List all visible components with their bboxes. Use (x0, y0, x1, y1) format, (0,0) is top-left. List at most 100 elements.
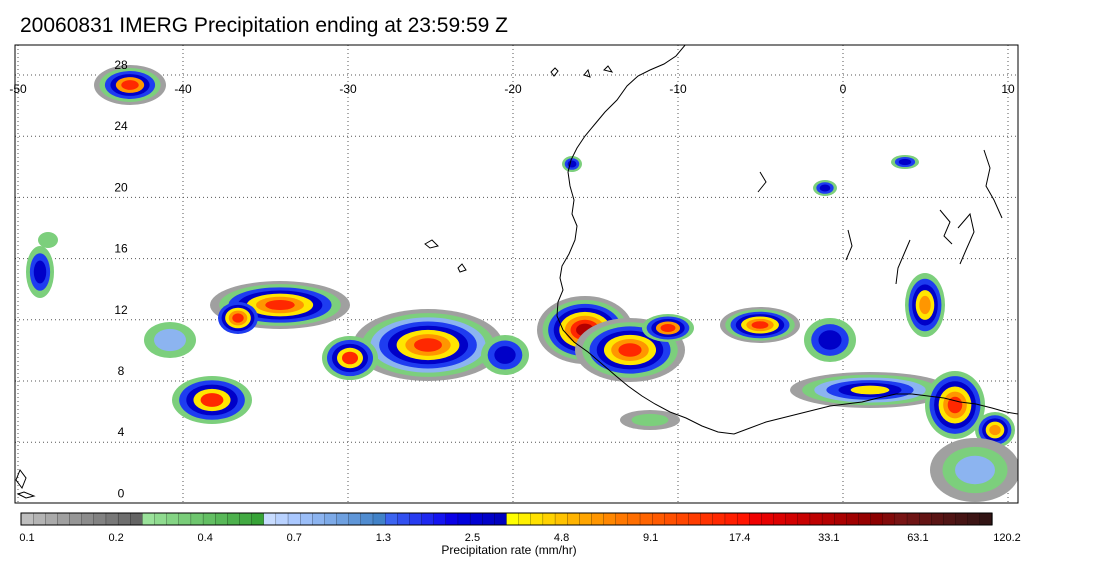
colorbar-swatch (239, 512, 253, 526)
lat-tick-label: 24 (114, 119, 128, 133)
colorbar-swatch (846, 512, 860, 526)
lat-tick-label: 28 (114, 58, 128, 72)
lon-tick-label: -50 (9, 82, 27, 96)
colorbar-swatch (712, 512, 726, 526)
precip-cell (955, 455, 995, 485)
colorbar-swatch (385, 512, 398, 526)
lat-tick-label: 20 (114, 180, 128, 194)
colorbar-swatch (336, 512, 350, 526)
colorbar-swatch (69, 512, 83, 526)
colorbar-swatch (154, 512, 168, 526)
colorbar-swatch (809, 512, 823, 526)
coastline-africa-west (556, 45, 1018, 435)
colorbar-swatch (688, 512, 702, 526)
colorbar-swatch (360, 512, 374, 526)
colorbar-swatch (166, 512, 180, 526)
lat-tick-label: 16 (114, 242, 128, 256)
precip-cell (494, 346, 516, 364)
lon-tick-label: -30 (339, 82, 357, 96)
colorbar-swatch (397, 512, 411, 526)
lat-tick-label: 4 (118, 425, 125, 439)
colorbar-swatch (639, 512, 653, 526)
precipitation-field (26, 65, 1018, 502)
coastline-inland-2 (983, 149, 1003, 219)
colorbar-swatch (506, 512, 520, 526)
colorbar-swatch (979, 512, 993, 526)
colorbar-swatch (700, 512, 714, 526)
colorbar-swatch (870, 512, 884, 526)
colorbar-swatch (579, 512, 593, 526)
colorbar-swatch (457, 512, 471, 526)
colorbar-label: 9.1 (643, 532, 658, 544)
colorbar-label: 0.4 (198, 532, 213, 544)
colorbar-swatch (117, 512, 131, 526)
colorbar-swatch (530, 512, 544, 526)
precip-cell (38, 232, 58, 248)
precip-cell (898, 158, 912, 166)
colorbar-swatch (409, 512, 423, 526)
colorbar-swatch (858, 512, 872, 526)
colorbar-swatch (312, 512, 326, 526)
colorbar-swatch (348, 512, 362, 526)
coastline-island-5 (457, 263, 467, 273)
colorbar-label: 2.5 (465, 532, 480, 544)
precip-cell (342, 351, 358, 365)
colorbar-title: Precipitation rate (mm/hr) (441, 543, 576, 557)
coastline-island-2 (583, 68, 591, 78)
colorbar-swatch (142, 512, 156, 526)
colorbar-swatch (724, 512, 738, 526)
precip-cell (618, 343, 642, 357)
colorbar-swatch (894, 512, 908, 526)
lon-tick-label: 10 (1001, 82, 1015, 96)
precip-cell (989, 424, 1001, 436)
precip-cell (121, 80, 139, 90)
colorbar-swatch (81, 512, 95, 526)
colorbar-label: 0.1 (19, 532, 34, 544)
colorbar-swatch (275, 512, 289, 526)
colorbar-swatch (664, 512, 678, 526)
colorbar-label: 63.1 (907, 532, 928, 544)
colorbar-swatch (433, 512, 447, 526)
colorbar-swatch (567, 512, 580, 526)
coastline (15, 45, 1018, 499)
coastline-island-4 (424, 239, 439, 249)
colorbar-label: 0.7 (287, 532, 302, 544)
colorbar-swatch (797, 512, 811, 526)
coastline-inland-4 (939, 209, 953, 245)
colorbar-swatch (652, 512, 665, 526)
colorbar-frame (20, 512, 993, 526)
colorbar-swatch (227, 512, 241, 526)
precip-cell (631, 413, 669, 427)
colorbar-swatch (45, 512, 59, 526)
colorbar-label: 33.1 (818, 532, 839, 544)
colorbar-swatch (554, 512, 568, 526)
colorbar-swatch (906, 512, 920, 526)
colorbar-label: 17.4 (729, 532, 750, 544)
colorbar-swatch (676, 512, 690, 526)
colorbar-swatch (445, 512, 459, 526)
colorbar-swatch (33, 512, 46, 526)
colorbar-swatch (591, 512, 605, 526)
latitude-tick-labels: 0 4 8 12 16 20 24 28 (114, 58, 128, 500)
lon-tick-label: 0 (840, 82, 847, 96)
lat-tick-label: 0 (118, 486, 125, 500)
colorbar-swatch (773, 512, 787, 526)
coastline-inland-1 (957, 212, 975, 265)
colorbar-swatch (821, 512, 835, 526)
colorbar-swatch (263, 512, 277, 526)
colorbar-swatch (494, 512, 508, 526)
colorbar-swatch (251, 512, 265, 526)
lon-tick-label: -20 (504, 82, 522, 96)
precip-cell (660, 324, 676, 332)
colorbar-swatch (955, 512, 969, 526)
map-title: 20060831 IMERG Precipitation ending at 2… (20, 14, 508, 37)
colorbar-swatch (967, 512, 981, 526)
colorbar-swatch (542, 512, 556, 526)
precip-cell (232, 313, 244, 323)
colorbar-swatch (943, 512, 957, 526)
colorbar-swatch (130, 512, 144, 526)
precip-cell (33, 260, 47, 284)
colorbar-swatch (882, 512, 896, 526)
colorbar-swatch (749, 512, 763, 526)
